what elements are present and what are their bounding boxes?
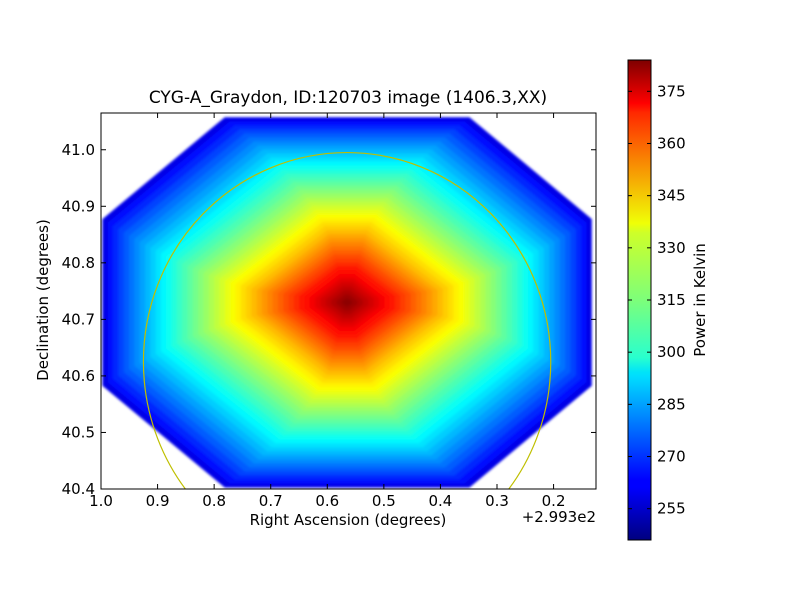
y-tick-label: 40.7: [62, 310, 95, 328]
y-tick-label: 40.6: [62, 367, 95, 385]
x-tick-label: 0.6: [315, 492, 339, 510]
x-tick-label: 1.0: [89, 492, 113, 510]
chart-title: CYG-A_Graydon, ID:120703 image (1406.3,X…: [149, 88, 547, 108]
x-axis-ticks: 1.0 0.9 0.8 0.7 0.6 0.5 0.4 0.3 0.2: [89, 113, 566, 510]
colorbar: [628, 60, 651, 540]
colorbar-tick-label: 255: [657, 500, 686, 518]
y-tick-label: 40.4: [62, 480, 95, 498]
heatmap-layers: [102, 117, 592, 488]
x-offset-label: +2.993e2: [522, 508, 596, 526]
colorbar-tick-label: 285: [657, 395, 686, 413]
x-tick-label: 0.5: [372, 492, 396, 510]
y-axis-ticks: 40.4 40.5 40.6 40.7 40.8 40.9 41.0: [62, 141, 596, 498]
plot-frame: [100, 112, 597, 490]
y-tick-label: 40.8: [62, 254, 95, 272]
colorbar-tick-label: 300: [657, 343, 686, 361]
x-tick-label: 0.2: [542, 492, 566, 510]
heatmap: [102, 117, 592, 488]
x-axis-label: Right Ascension (degrees): [250, 511, 447, 529]
colorbar-tick-label: 315: [657, 291, 686, 309]
x-tick-label: 0.3: [485, 492, 509, 510]
colorbar-label: Power in Kelvin: [691, 243, 709, 357]
x-tick-label: 0.4: [428, 492, 452, 510]
x-tick-label: 0.9: [146, 492, 170, 510]
y-tick-label: 41.0: [62, 141, 95, 159]
x-tick-label: 0.7: [259, 492, 283, 510]
y-axis-label: Declination (degrees): [34, 219, 52, 381]
colorbar-tick-label: 345: [657, 187, 686, 205]
heatmap-layer: [341, 298, 353, 307]
y-tick-label: 40.9: [62, 197, 95, 215]
y-tick-label: 40.5: [62, 423, 95, 441]
colorbar-ticks: 255 270 285 300 315 330 345 360 375: [628, 82, 686, 518]
colorbar-tick-label: 360: [657, 134, 686, 152]
beam-circle: [142, 152, 552, 489]
colorbar-tick-label: 270: [657, 448, 686, 466]
colorbar-tick-label: 375: [657, 82, 686, 100]
colorbar-tick-label: 330: [657, 239, 686, 257]
x-tick-label: 0.8: [202, 492, 226, 510]
